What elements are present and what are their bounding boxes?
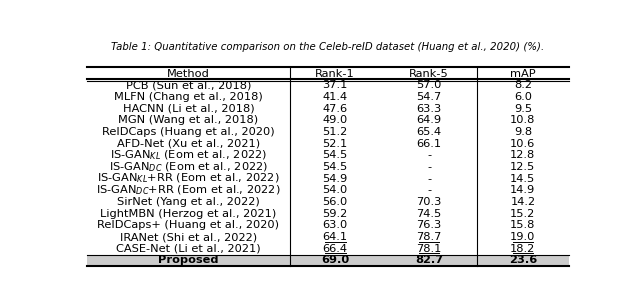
Text: 14.5: 14.5 (510, 174, 536, 184)
Text: AFD-Net (Xu et al., 2021): AFD-Net (Xu et al., 2021) (117, 139, 260, 149)
Text: -: - (427, 174, 431, 184)
Text: CASE-Net (Li et al., 2021): CASE-Net (Li et al., 2021) (116, 244, 260, 254)
Text: HACNN (Li et al., 2018): HACNN (Li et al., 2018) (123, 104, 254, 114)
Text: 12.8: 12.8 (510, 150, 536, 160)
Text: MLFN (Chang et al., 2018): MLFN (Chang et al., 2018) (114, 92, 263, 102)
Text: IS-GAN$_{DC}$+RR (Eom et al., 2022): IS-GAN$_{DC}$+RR (Eom et al., 2022) (96, 184, 281, 197)
Text: IRANet (Shi et al., 2022): IRANet (Shi et al., 2022) (120, 232, 257, 242)
Text: ReIDCaps (Huang et al., 2020): ReIDCaps (Huang et al., 2020) (102, 127, 275, 137)
Text: 76.3: 76.3 (417, 220, 442, 230)
Text: 15.2: 15.2 (510, 209, 536, 219)
Text: 66.1: 66.1 (417, 139, 442, 149)
Text: -: - (427, 162, 431, 172)
Text: 54.9: 54.9 (323, 174, 348, 184)
Text: 9.8: 9.8 (514, 127, 532, 137)
Text: Rank-5: Rank-5 (409, 69, 449, 79)
Text: 49.0: 49.0 (323, 115, 348, 125)
Text: 54.7: 54.7 (417, 92, 442, 102)
Text: 54.5: 54.5 (323, 150, 348, 160)
Text: Table 1: Quantitative comparison on the Celeb-reID dataset (Huang et al., 2020) : Table 1: Quantitative comparison on the … (111, 42, 545, 52)
Text: 64.1: 64.1 (323, 232, 348, 242)
Text: 57.0: 57.0 (417, 80, 442, 90)
Text: 14.2: 14.2 (510, 197, 536, 207)
Text: 52.1: 52.1 (323, 139, 348, 149)
Text: 63.3: 63.3 (417, 104, 442, 114)
Text: 47.6: 47.6 (323, 104, 348, 114)
Text: 23.6: 23.6 (509, 255, 537, 265)
Text: SirNet (Yang et al., 2022): SirNet (Yang et al., 2022) (117, 197, 260, 207)
Text: 74.5: 74.5 (417, 209, 442, 219)
Text: 59.2: 59.2 (323, 209, 348, 219)
Bar (88, 255, 568, 266)
Text: -: - (427, 185, 431, 195)
Text: 63.0: 63.0 (323, 220, 348, 230)
Text: IS-GAN$_{KL}$ (Eom et al., 2022): IS-GAN$_{KL}$ (Eom et al., 2022) (110, 148, 267, 162)
Text: 14.9: 14.9 (510, 185, 536, 195)
Text: 65.4: 65.4 (417, 127, 442, 137)
Text: 12.5: 12.5 (510, 162, 536, 172)
Text: 64.9: 64.9 (417, 115, 442, 125)
Text: 8.2: 8.2 (514, 80, 532, 90)
Text: 70.3: 70.3 (417, 197, 442, 207)
Text: MGN (Wang et al., 2018): MGN (Wang et al., 2018) (118, 115, 259, 125)
Text: 78.1: 78.1 (417, 244, 442, 254)
Text: 78.7: 78.7 (417, 232, 442, 242)
Text: 82.7: 82.7 (415, 255, 443, 265)
Text: Rank-1: Rank-1 (316, 69, 355, 79)
Text: mAP: mAP (510, 69, 536, 79)
Text: 15.8: 15.8 (510, 220, 536, 230)
Text: 54.5: 54.5 (323, 162, 348, 172)
Text: Method: Method (167, 69, 210, 79)
Text: ReIDCaps+ (Huang et al., 2020): ReIDCaps+ (Huang et al., 2020) (97, 220, 280, 230)
Text: 54.0: 54.0 (323, 185, 348, 195)
Text: -: - (427, 150, 431, 160)
Text: 10.6: 10.6 (510, 139, 536, 149)
Text: 9.5: 9.5 (514, 104, 532, 114)
Text: 56.0: 56.0 (323, 197, 348, 207)
Text: IS-GAN$_{KL}$+RR (Eom et al., 2022): IS-GAN$_{KL}$+RR (Eom et al., 2022) (97, 172, 280, 185)
Text: 10.8: 10.8 (510, 115, 536, 125)
Text: 37.1: 37.1 (323, 80, 348, 90)
Text: 41.4: 41.4 (323, 92, 348, 102)
Text: PCB (Sun et al., 2018): PCB (Sun et al., 2018) (126, 80, 251, 90)
Text: 66.4: 66.4 (323, 244, 348, 254)
Text: Proposed: Proposed (158, 255, 219, 265)
Text: 69.0: 69.0 (321, 255, 349, 265)
Text: 51.2: 51.2 (323, 127, 348, 137)
Text: IS-GAN$_{DC}$ (Eom et al., 2022): IS-GAN$_{DC}$ (Eom et al., 2022) (109, 160, 268, 174)
Text: 19.0: 19.0 (510, 232, 536, 242)
Text: 18.2: 18.2 (510, 244, 536, 254)
Text: LightMBN (Herzog et al., 2021): LightMBN (Herzog et al., 2021) (100, 209, 276, 219)
Text: 6.0: 6.0 (514, 92, 532, 102)
